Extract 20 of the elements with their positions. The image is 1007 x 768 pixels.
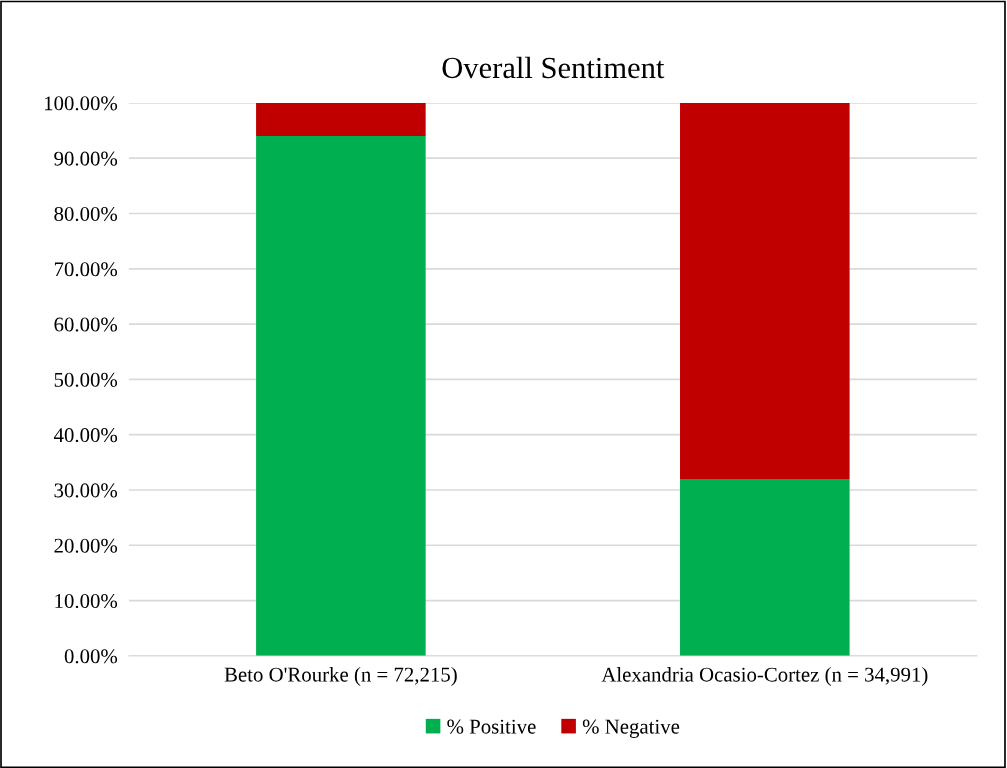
y-tick-label: 0.00%	[64, 649, 118, 664]
chart-title: Overall Sentiment	[442, 56, 665, 79]
x-tick-label: Alexandria Ocasio-Cortez (n = 34,991)	[601, 666, 928, 686]
y-tick-label: 60.00%	[54, 317, 118, 332]
legend-label: % Positive	[447, 719, 536, 734]
y-tick-label: 70.00%	[54, 262, 118, 277]
y-tick-label: 100.00%	[44, 96, 118, 111]
y-tick-label: 30.00%	[54, 483, 118, 498]
bar	[680, 102, 850, 479]
y-tick-label: 90.00%	[54, 151, 118, 166]
y-tick-label: 50.00%	[54, 372, 118, 387]
bar	[680, 478, 850, 656]
y-tick-label: 40.00%	[53, 428, 118, 443]
y-tick-label: 20.00%	[54, 538, 118, 553]
x-tick-label: Beto O'Rourke (n = 72,215)	[224, 666, 457, 686]
y-tick-label: 10.00%	[55, 593, 118, 609]
legend-label: % Negative	[582, 719, 680, 738]
bar	[256, 136, 426, 656]
bar	[256, 102, 426, 137]
y-tick-label: 80.00%	[54, 206, 118, 222]
